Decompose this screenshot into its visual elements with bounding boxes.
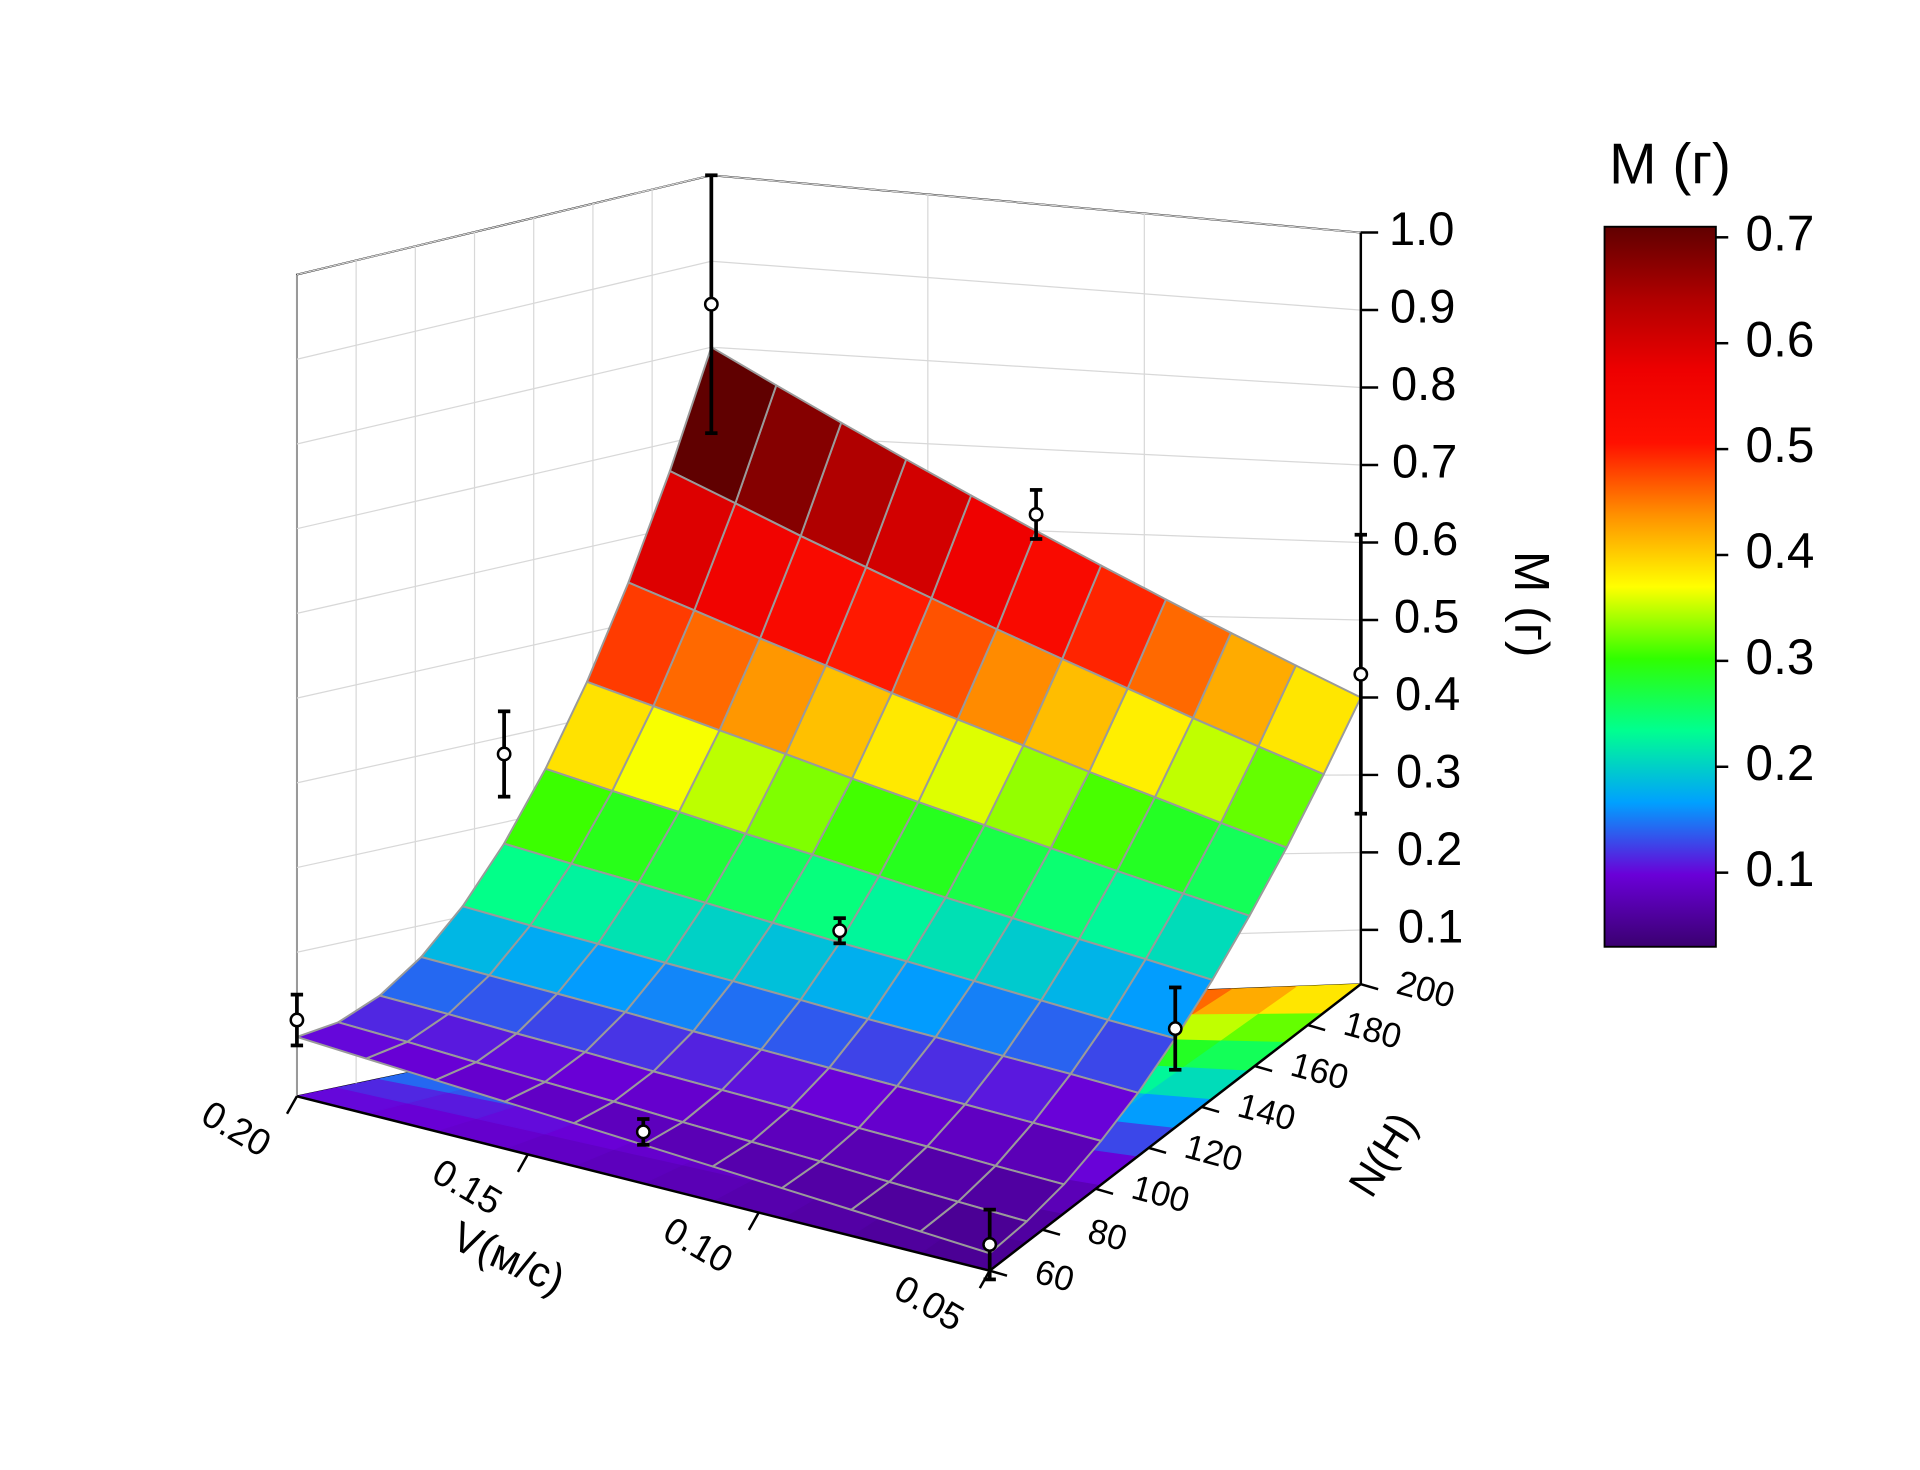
y-tick — [989, 1269, 1008, 1277]
y-axis-label: N(H) — [1339, 1104, 1426, 1205]
data-point — [703, 296, 719, 312]
y-tick-label: 100 — [1128, 1169, 1194, 1221]
y-tick-label: 160 — [1287, 1046, 1353, 1098]
colorbar — [1603, 225, 1717, 948]
y-tick — [1095, 1187, 1114, 1195]
data-point — [1167, 1021, 1183, 1037]
y-tick — [1307, 1023, 1326, 1032]
y-tick-label: 60 — [1031, 1253, 1078, 1300]
surface-cell — [295, 1021, 409, 1060]
x-tick — [516, 1153, 529, 1173]
colorbar-tick-label: 0.3 — [1746, 629, 1815, 685]
x-tick-label: 0.05 — [888, 1266, 971, 1339]
x-tick-label: 0.20 — [195, 1092, 278, 1165]
z-tick-label: 0.4 — [1395, 667, 1460, 720]
z-tick-label: 0.5 — [1394, 589, 1459, 642]
data-point — [982, 1237, 998, 1252]
colorbar-tick-label: 0.5 — [1746, 417, 1815, 473]
z-tick-label: 0.3 — [1396, 744, 1461, 797]
data-point — [1353, 666, 1369, 682]
x-axis-label: V(м/с) — [445, 1212, 572, 1303]
data-point — [496, 746, 512, 762]
y-tick-label: 200 — [1393, 964, 1459, 1016]
colorbar-tick-label: 0.4 — [1746, 523, 1815, 579]
data-point — [832, 923, 848, 939]
z-tick-label: 0.1 — [1398, 899, 1463, 952]
colorbar-tick-label: 0.6 — [1746, 311, 1815, 367]
z-tick-label: 1.0 — [1389, 202, 1454, 255]
colorbar-title: M (г) — [1609, 132, 1731, 196]
colorbar-tick-label: 0.2 — [1746, 735, 1815, 791]
y-tick-label: 120 — [1181, 1128, 1247, 1180]
y-tick-label: 80 — [1084, 1212, 1131, 1259]
z-axis-label: M (г) — [1504, 551, 1560, 658]
z-tick-label: 0.7 — [1392, 434, 1457, 487]
z-tick-label: 0.8 — [1391, 357, 1456, 410]
colorbar-tick-label: 0.7 — [1746, 205, 1815, 261]
z-tick-label: 0.6 — [1393, 512, 1458, 565]
y-tick — [1201, 1105, 1220, 1114]
z-tick-label: 0.9 — [1390, 279, 1455, 332]
y-tick — [1360, 982, 1379, 991]
data-point — [1028, 506, 1044, 522]
y-tick — [1148, 1146, 1167, 1155]
z-tick-label: 0.2 — [1397, 822, 1462, 875]
x-tick — [747, 1211, 760, 1231]
x-tick — [285, 1095, 298, 1115]
data-point — [635, 1124, 651, 1140]
x-axis-line — [296, 1095, 990, 1272]
y-tick — [1254, 1064, 1273, 1073]
y-tick-label: 140 — [1234, 1087, 1300, 1139]
x-tick-label: 0.15 — [426, 1150, 509, 1223]
data-point — [289, 1012, 305, 1028]
y-tick — [1042, 1228, 1061, 1236]
colorbar-tick-label: 0.1 — [1746, 841, 1815, 897]
y-tick-label: 180 — [1340, 1005, 1406, 1057]
x-tick-label: 0.10 — [657, 1208, 740, 1281]
y-axis-line — [988, 983, 1362, 1272]
